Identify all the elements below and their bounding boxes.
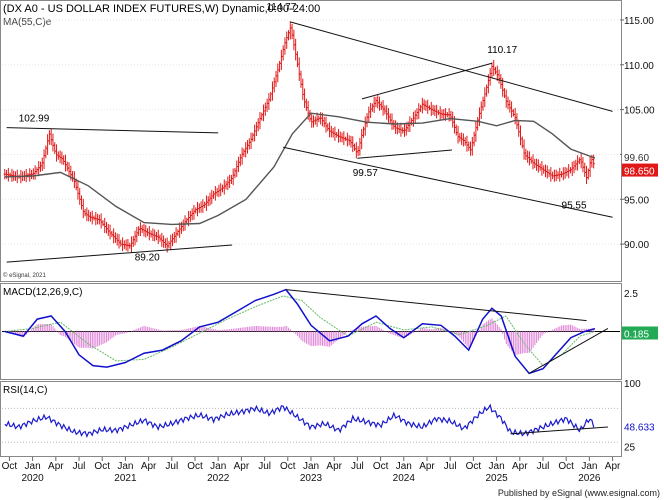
rsi-tick-label: 25 [624,443,636,454]
support-line-89-20 [6,244,233,263]
rsi-line [4,403,595,438]
svg-text:98.650: 98.650 [624,167,655,178]
price-annotation: 89.20 [135,252,160,263]
x-month-label: Oct [280,461,296,472]
price-tick-label: 105.00 [624,106,655,117]
macd-signal-line [4,295,596,367]
copyright: © eSignal, 2021 [3,272,46,279]
x-month-label: Jan [581,461,597,472]
x-month-label: Jul [258,461,271,472]
price-annotation: 99.57 [353,168,378,179]
x-year-label: 2025 [485,473,508,484]
price-annotation: 110.17 [487,45,517,56]
rsi-title: RSI(14,C) [3,385,47,396]
price-annotation: 114.77 [266,2,296,13]
x-month-label: Oct [2,461,18,472]
price-tag-last: 98.650 [622,163,658,178]
price-tick-label: 90.00 [624,240,649,251]
rsi-layer [2,403,620,443]
x-month-label: Apr [605,461,621,472]
x-month-label: Oct [94,461,110,472]
x-month-label: Apr [48,461,64,472]
ma-label: MA(55,C)e [3,17,52,28]
lower-channel-line [283,146,613,218]
x-month-label: Jan [210,461,226,472]
rsi-support-line [510,426,608,435]
ma-55-line [4,112,596,226]
resistance-line-102-99 [6,127,219,134]
price-annotation: 95.55 [562,200,587,211]
x-month-label: Apr [234,461,250,472]
price-tick-label: 110.00 [624,61,654,72]
panels [0,0,622,457]
macd-resistance-line [285,289,587,322]
x-month-label: Apr [512,461,528,472]
rsi-axis: 100 25 48.633 [622,379,658,454]
x-month-label: Apr [419,461,435,472]
x-year-label: 2020 [21,473,44,484]
x-month-label: Jan [25,461,41,472]
x-year-label: 2022 [207,473,230,484]
macd-value-tag: 0.185 [622,326,658,341]
macd-title: MACD(12,26,9,C) [3,287,82,298]
price-panel [0,0,622,282]
ma-layer [4,112,596,226]
triangle-base-line [357,149,453,159]
price-layer [3,21,595,253]
price-grid [2,19,620,245]
rsi-panel [0,381,622,457]
x-month-label: Apr [141,461,157,472]
price-tick-label: 115.00 [624,16,654,27]
x-month-label: Jan [117,461,133,472]
price-tick-label: 95.00 [624,195,649,206]
x-axis: Oct Jan Apr Jul Oct Jan Apr Jul Oct Jan Apr Jul Oct J… [2,457,621,484]
x-month-label: Oct [187,461,203,472]
triangle-upper-line [361,62,493,100]
x-month-label: Jan [396,461,412,472]
rsi-tick-label: 100 [624,379,641,390]
svg-text:99.60: 99.60 [624,153,649,164]
svg-text:0.185: 0.185 [624,330,649,341]
x-month-label: Jul [165,461,178,472]
x-month-label: Jul [351,461,364,472]
chart-title: (DX A0 - US DOLLAR INDEX FUTURES,W) Dyna… [3,3,320,15]
channel-lines [6,21,613,263]
svg-text:48.633: 48.633 [624,423,655,434]
x-month-label: Jul [537,461,550,472]
x-month-label: Oct [466,461,482,472]
price-annotations: 114.77 110.17 102.99 99.57 95.55 89.20 [19,2,587,263]
upper-channel-line [290,21,613,112]
macd-panel [0,283,622,380]
publisher-footer: Published by eSignal (www.esignal.com) [498,488,660,498]
x-month-label: Jan [489,461,505,472]
macd-axis: 2.5 0.185 [622,289,658,341]
price-tag-high: 99.60 [622,150,658,164]
macd-tick-label: 2.5 [624,289,638,300]
x-month-label: Oct [373,461,389,472]
x-month-label: Jan [303,461,319,472]
x-month-label: Jul [73,461,86,472]
x-year-label: 2021 [114,473,137,484]
x-year-label: 2023 [300,473,323,484]
price-axis: 115.00110.00105.00100.0095.0090.0099.609… [620,16,658,251]
x-month-label: Jul [444,461,457,472]
macd-line [4,288,596,375]
x-month-label: Oct [558,461,574,472]
macd-layer [2,288,620,375]
x-month-label: Apr [326,461,342,472]
x-year-label: 2024 [393,473,416,484]
rsi-value-tag: 48.633 [622,419,658,434]
x-year-label: 2026 [578,473,601,484]
price-annotation: 102.99 [19,113,50,124]
macd-support-line [528,327,609,374]
